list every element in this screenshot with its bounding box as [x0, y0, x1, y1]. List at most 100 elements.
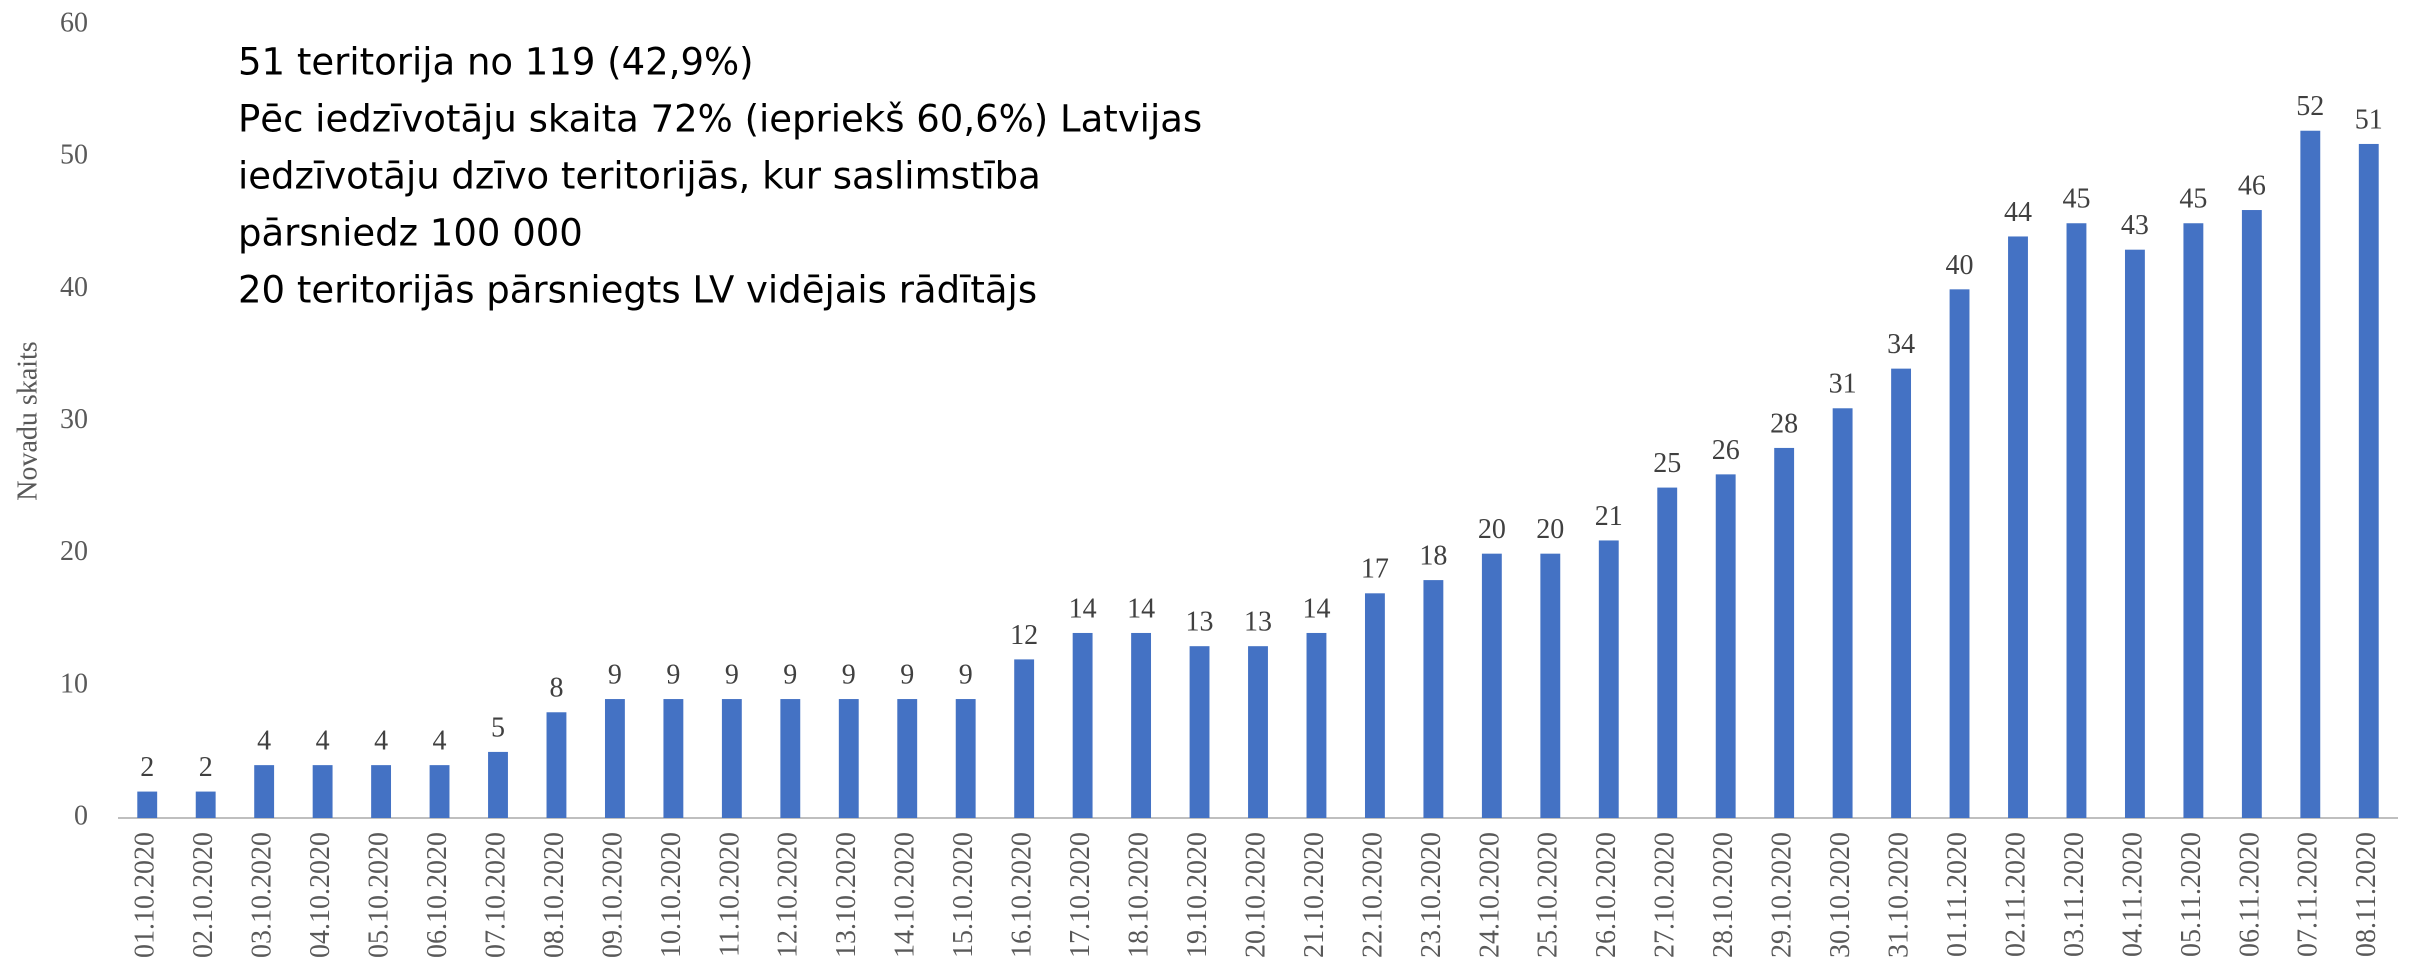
y-tick-label: 30 — [60, 404, 88, 435]
data-label: 9 — [900, 659, 914, 690]
bar — [312, 765, 333, 818]
data-label: 14 — [1302, 593, 1330, 624]
data-label: 4 — [257, 726, 271, 757]
bar — [1014, 659, 1035, 818]
y-tick-label: 20 — [60, 536, 88, 567]
y-tick-label: 10 — [60, 668, 88, 699]
bar — [838, 699, 859, 818]
bar — [2241, 210, 2262, 819]
bar — [1540, 553, 1561, 818]
bar — [2008, 236, 2028, 818]
data-label: 25 — [1653, 448, 1681, 479]
x-tick-label: 15.10.2020 — [948, 832, 979, 958]
x-tick-label: 12.10.2020 — [773, 832, 804, 958]
x-tick-label: 23.10.2020 — [1416, 832, 1447, 958]
y-tick-label: 60 — [60, 7, 88, 38]
x-tick-label: 03.10.2020 — [247, 832, 278, 958]
y-tick-label: 0 — [74, 800, 88, 831]
bar — [897, 699, 918, 818]
bar — [2358, 143, 2379, 818]
bar — [604, 699, 625, 818]
x-tick-label: 01.10.2020 — [130, 832, 161, 958]
x-tick-label: 08.10.2020 — [539, 832, 570, 958]
data-label: 14 — [1069, 593, 1097, 624]
x-tick-label: 17.10.2020 — [1065, 832, 1096, 958]
data-label: 20 — [1536, 514, 1564, 545]
data-label: 5 — [491, 712, 505, 743]
x-tick-label: 02.11.2020 — [2000, 832, 2031, 957]
x-tick-label: 04.11.2020 — [2117, 832, 2148, 957]
bar — [1715, 474, 1736, 818]
bar — [1306, 632, 1327, 818]
annotation-line: 20 teritorijās pārsniegts LV vidējais rā… — [238, 269, 1037, 312]
data-label: 40 — [1946, 250, 1974, 281]
bar — [1364, 593, 1385, 818]
bar — [955, 699, 976, 818]
bar — [429, 765, 450, 818]
data-label: 13 — [1244, 607, 1272, 638]
x-tick-label: 24.10.2020 — [1474, 832, 1505, 958]
y-axis-label: Novadu skaits — [12, 341, 43, 500]
y-tick-label: 50 — [60, 140, 88, 171]
x-tick-label: 18.10.2020 — [1123, 832, 1154, 958]
y-tick-label: 40 — [60, 272, 88, 303]
bar — [721, 699, 742, 818]
data-label: 43 — [2121, 210, 2149, 241]
bar — [1774, 447, 1795, 818]
data-label: 9 — [783, 659, 797, 690]
data-label: 45 — [2062, 184, 2090, 215]
data-label: 44 — [2004, 197, 2032, 228]
data-label: 17 — [1361, 554, 1389, 585]
annotation-line: pārsniedz 100 000 — [238, 212, 583, 255]
x-tick-label: 14.10.2020 — [890, 832, 921, 958]
data-label: 9 — [608, 659, 622, 690]
x-tick-label: 27.10.2020 — [1650, 832, 1681, 958]
data-label: 9 — [725, 659, 739, 690]
bar — [546, 712, 567, 818]
x-tick-label: 05.11.2020 — [2176, 832, 2207, 957]
annotation-line: Pēc iedzīvotāju skaita 72% (iepriekš 60,… — [238, 98, 1202, 141]
bar — [1657, 487, 1678, 818]
bar — [1189, 646, 1210, 818]
data-label: 45 — [2179, 184, 2207, 215]
x-tick-label: 05.10.2020 — [363, 832, 394, 958]
bar — [1072, 632, 1093, 818]
data-label: 18 — [1419, 541, 1447, 572]
x-tick-label: 29.10.2020 — [1767, 832, 1798, 958]
bar — [2124, 249, 2145, 818]
bar — [2183, 223, 2204, 818]
x-tick-label: 09.10.2020 — [597, 832, 628, 958]
data-label: 9 — [666, 659, 680, 690]
x-tick-label: 26.10.2020 — [1591, 832, 1622, 958]
x-tick-label: 07.10.2020 — [480, 832, 511, 958]
x-tick-label: 06.11.2020 — [2234, 832, 2265, 957]
bar — [371, 765, 392, 818]
x-tick-label: 28.10.2020 — [1708, 832, 1739, 958]
annotation-line: 51 teritorija no 119 (42,9%) — [238, 41, 754, 84]
data-label: 20 — [1478, 514, 1506, 545]
x-tick-label: 01.11.2020 — [1942, 832, 1973, 957]
x-tick-label: 06.10.2020 — [422, 832, 453, 958]
x-tick-label: 04.10.2020 — [305, 832, 336, 958]
data-label: 2 — [140, 752, 154, 783]
x-tick-label: 13.10.2020 — [831, 832, 862, 958]
data-label: 2 — [199, 752, 213, 783]
bar — [1832, 408, 1853, 818]
bar — [1481, 553, 1502, 818]
data-label: 9 — [959, 659, 973, 690]
bar — [1131, 632, 1152, 818]
x-tick-label: 20.10.2020 — [1240, 832, 1271, 958]
bar — [1891, 368, 1912, 818]
data-label: 34 — [1887, 329, 1915, 360]
x-tick-label: 19.10.2020 — [1182, 832, 1213, 958]
data-label: 46 — [2238, 170, 2266, 201]
bar — [488, 751, 508, 818]
data-label: 4 — [433, 726, 447, 757]
bar — [2066, 223, 2087, 818]
data-label: 26 — [1712, 435, 1740, 466]
bar — [2300, 130, 2321, 818]
bar — [195, 791, 216, 818]
x-tick-label: 03.11.2020 — [2059, 832, 2090, 957]
data-label: 51 — [2355, 104, 2383, 135]
